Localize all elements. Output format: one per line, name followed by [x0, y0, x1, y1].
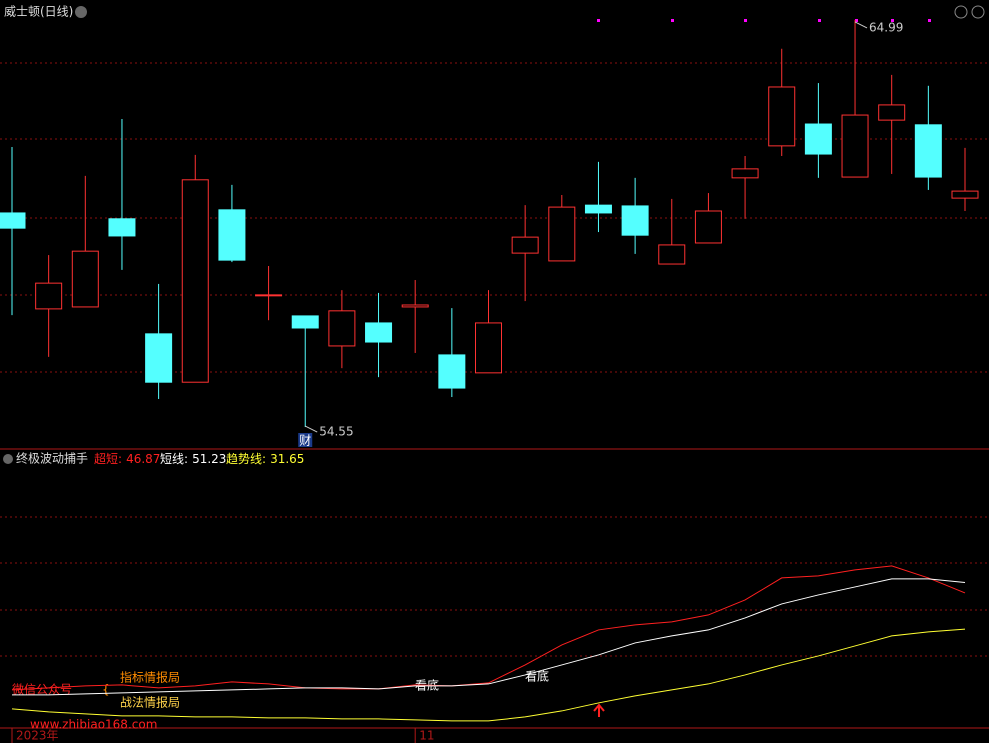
legend-entry: 超短: 46.87 [94, 451, 160, 466]
marker: 财 [299, 434, 311, 448]
dot [744, 19, 747, 22]
indicator-title: 终极波动捕手 [16, 451, 88, 466]
dropdown-icon[interactable] [3, 454, 13, 464]
candle-body [328, 310, 356, 347]
legend-text: 51.23 [192, 452, 226, 466]
candle-body [401, 304, 429, 308]
watermark: 微信公众号 [12, 683, 72, 697]
candle-body [181, 179, 209, 383]
watermark: { [102, 683, 110, 697]
high-label: 64.99 [869, 20, 903, 34]
candle-body [35, 282, 63, 310]
chart-title: 威士顿(日线) [4, 5, 73, 19]
candle-body [914, 124, 942, 178]
candle-body [255, 294, 283, 297]
legend-entry: 趋势线: 31.65 [226, 452, 304, 466]
close-icon[interactable] [971, 5, 985, 19]
dot [928, 19, 931, 22]
candle-body [804, 123, 832, 155]
dot [891, 19, 894, 22]
candle-body [108, 218, 136, 237]
candle-body [878, 104, 906, 121]
low-label: 54.55 [319, 425, 353, 439]
watermark: 指标情报局 [120, 670, 180, 685]
legend-text: : [118, 452, 122, 466]
legend-text: 趋势线 [226, 452, 262, 466]
candle-body [548, 206, 576, 262]
dot [671, 19, 674, 22]
signal-arrow [593, 703, 605, 717]
indicator-line [11, 628, 966, 722]
candle-body [841, 114, 869, 178]
legend-text: 短线 [160, 452, 184, 466]
dot [855, 19, 858, 22]
candle-body [621, 205, 649, 236]
candle-body [365, 322, 393, 343]
legend-entry: 短线: 51.23 [160, 452, 226, 466]
candle-body [511, 236, 539, 254]
x-tick-label: 2023年 [16, 729, 59, 743]
candle-body [145, 333, 173, 383]
candle-body [0, 212, 26, 229]
dropdown-icon[interactable] [75, 6, 87, 18]
candle-body [291, 315, 319, 329]
candle-body [951, 190, 979, 199]
watermark-url: www.zhibiao168.com [30, 718, 157, 732]
pointer [305, 425, 318, 433]
legend-text: 46.87 [126, 452, 160, 466]
dot [597, 19, 600, 22]
candle-body [694, 210, 722, 244]
candle-body [438, 354, 466, 389]
candle-body [71, 250, 99, 308]
legend-text: : [262, 452, 266, 466]
x-tick-label: 11 [419, 729, 434, 743]
watermark: 战法情报局 [120, 695, 180, 710]
pointer [854, 21, 868, 29]
indicator-line [11, 565, 966, 691]
settings-icon[interactable] [954, 5, 968, 19]
candle-body [768, 86, 796, 147]
legend-text: 31.65 [270, 452, 304, 466]
candle-body [218, 209, 246, 261]
candle-body [584, 204, 612, 214]
candle-body [658, 244, 686, 265]
marker-box [298, 433, 313, 447]
dot [818, 19, 821, 22]
candle-body [475, 322, 502, 374]
candle-body [731, 168, 759, 179]
markers [597, 19, 931, 22]
legend-text: 超短 [94, 451, 118, 466]
indicator-line [12, 578, 966, 696]
legend-text: : [184, 452, 188, 466]
signal-label: 看底 [525, 669, 549, 684]
